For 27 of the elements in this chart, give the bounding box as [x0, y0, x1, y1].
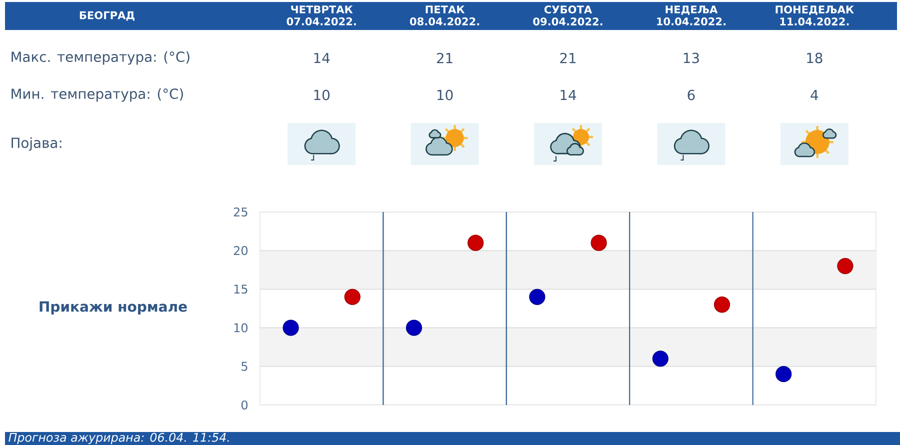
- text: СУБОТА 09.04.2022.: [533, 6, 602, 26]
- data-label: 14: [560, 90, 576, 100]
- y-tick-label: 10: [234, 323, 248, 332]
- data-label: 14: [314, 52, 330, 64]
- data-label: 21: [437, 52, 452, 64]
- text: Прогноза ажурирана: 06.04. 11:54.: [8, 432, 229, 444]
- y-tick-label: 25: [234, 207, 248, 217]
- data-label: 10: [314, 90, 330, 100]
- y-tick-label: 0: [241, 400, 248, 410]
- data-label: 13: [684, 52, 699, 64]
- text: ПЕТАК 08.04.2022.: [410, 6, 480, 26]
- y-tick-label: 20: [234, 246, 248, 256]
- text: Мин. температура: (°C): [12, 88, 183, 102]
- data-label: 6: [688, 90, 695, 100]
- text: Прикажи нормале: [40, 301, 187, 315]
- text: БЕОГРАД: [80, 11, 134, 21]
- y-tick-label: 15: [234, 284, 248, 294]
- text: ЧЕТВРТАК 07.04.2022.: [286, 6, 356, 26]
- text: Макс. температура: (°C): [12, 51, 190, 65]
- text: ПОНЕДЕЉАК 11.04.2022.: [776, 6, 854, 26]
- data-label: 4: [810, 90, 818, 100]
- data-label: 18: [807, 52, 822, 64]
- y-tick-label: 5: [242, 362, 248, 371]
- data-label: 21: [560, 52, 576, 64]
- data-label: 10: [438, 90, 453, 100]
- text: НЕДЕЉА 10.04.2022.: [657, 6, 726, 26]
- text: Појава:: [12, 137, 62, 151]
